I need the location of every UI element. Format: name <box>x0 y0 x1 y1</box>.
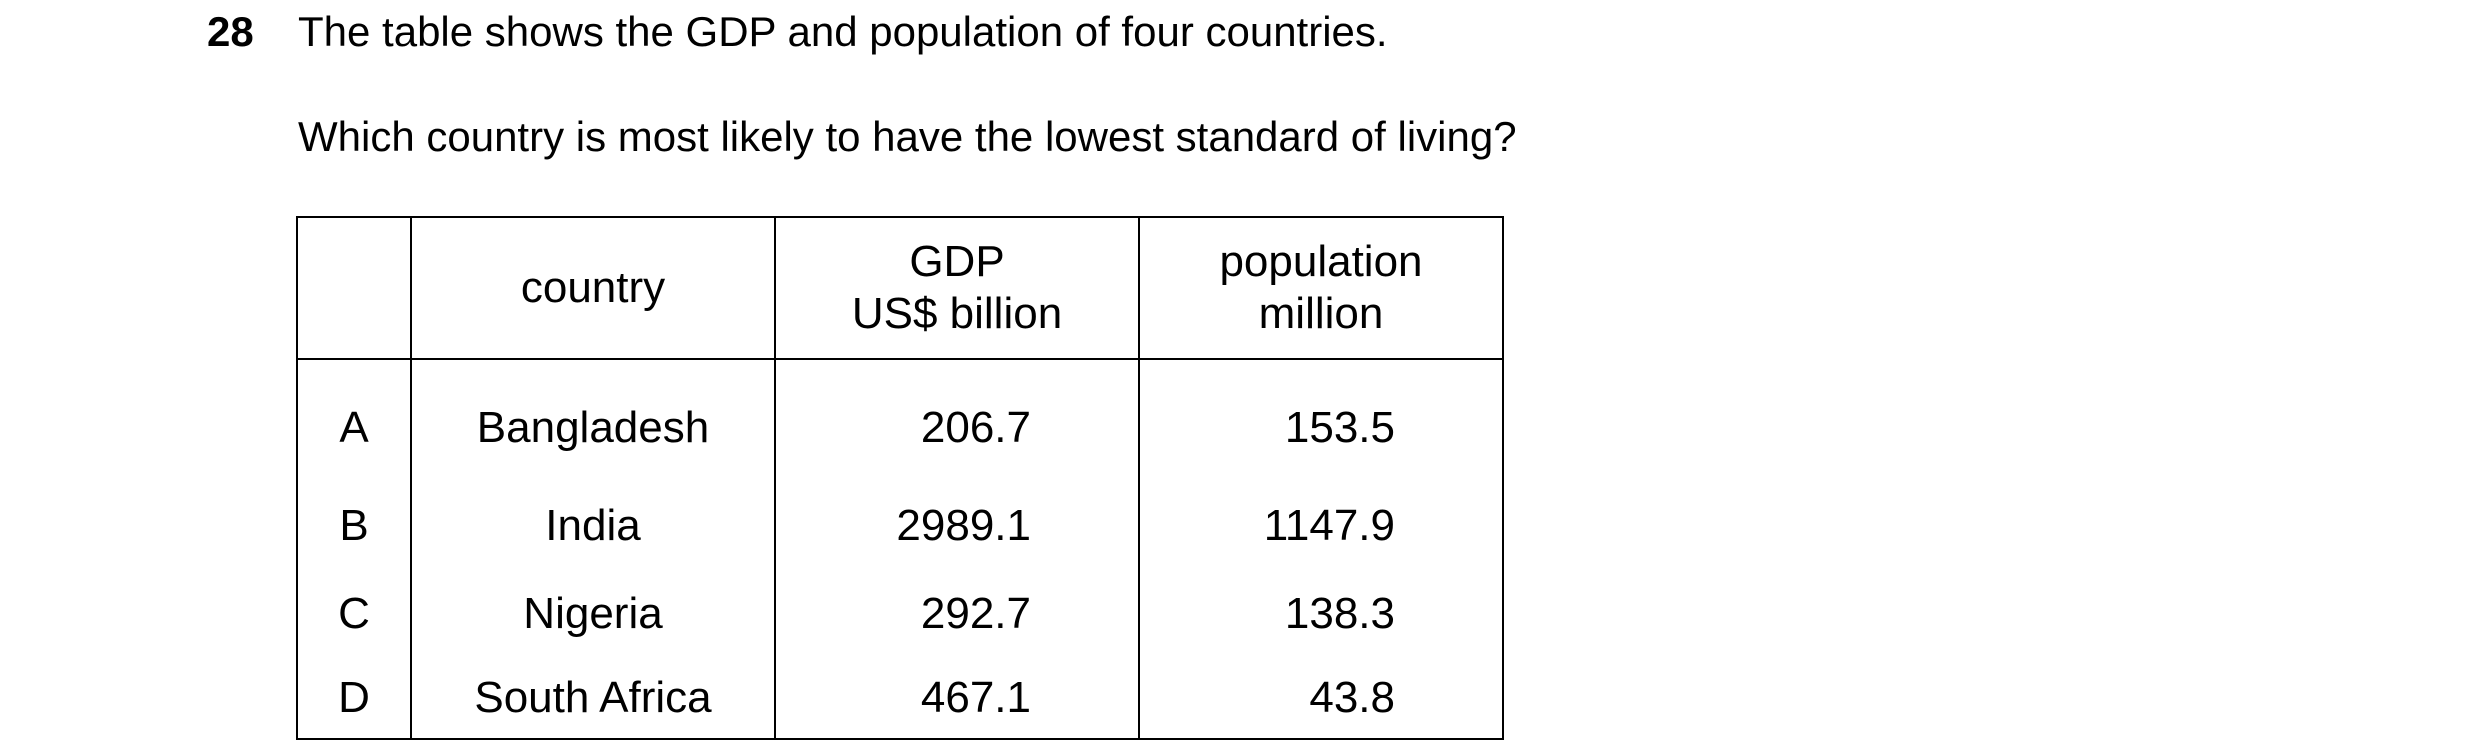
option-letter: A <box>296 359 412 482</box>
gdp-cell: 292.7 <box>774 570 1140 658</box>
option-letter: B <box>296 482 412 570</box>
gdp-cell: 2989.1 <box>774 482 1140 570</box>
table-row: B India 2989.1 1147.9 <box>296 482 1504 570</box>
header-gdp: GDP US$ billion <box>774 216 1140 360</box>
question-prompt: Which country is most likely to have the… <box>298 113 1517 160</box>
header-option <box>296 216 412 360</box>
option-letter: C <box>296 570 412 658</box>
gdp-cell: 467.1 <box>774 658 1140 740</box>
header-population: population million <box>1138 216 1504 360</box>
table-header-row: country GDP US$ billion population milli… <box>296 216 1504 360</box>
gdp-population-table: country GDP US$ billion population milli… <box>296 216 1504 740</box>
population-cell: 153.5 <box>1138 359 1504 482</box>
question-text: The table shows the GDP and population o… <box>298 8 1388 55</box>
table-row: A Bangladesh 206.7 153.5 <box>296 359 1504 482</box>
header-population-line2: million <box>1258 289 1384 338</box>
question-number: 28 <box>207 8 254 55</box>
population-cell: 43.8 <box>1138 658 1504 740</box>
country-cell: Bangladesh <box>410 359 776 482</box>
gdp-cell: 206.7 <box>774 359 1140 482</box>
header-gdp-line2: US$ billion <box>851 289 1063 338</box>
table-row: D South Africa 467.1 43.8 <box>296 658 1504 740</box>
option-letter: D <box>296 658 412 740</box>
header-gdp-line1: GDP <box>909 237 1005 286</box>
header-country: country <box>410 216 776 360</box>
country-cell: South Africa <box>410 658 776 740</box>
country-cell: India <box>410 482 776 570</box>
country-cell: Nigeria <box>410 570 776 658</box>
population-cell: 138.3 <box>1138 570 1504 658</box>
population-cell: 1147.9 <box>1138 482 1504 570</box>
table-row: C Nigeria 292.7 138.3 <box>296 570 1504 658</box>
header-population-line1: population <box>1219 237 1423 286</box>
